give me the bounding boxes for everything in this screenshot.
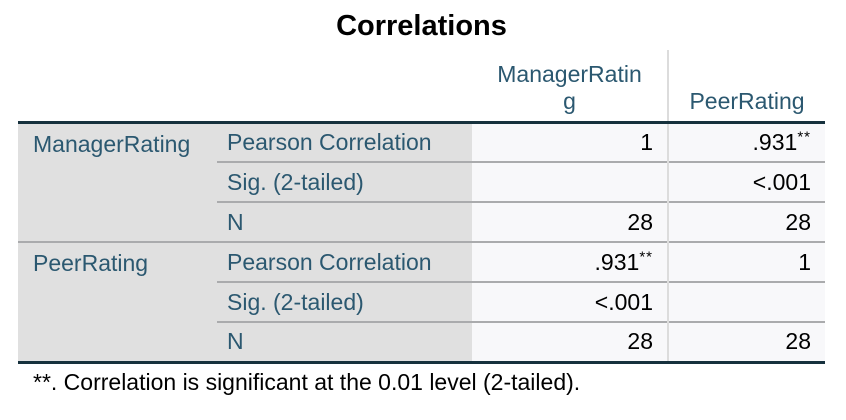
value-cell: 28 [472, 201, 668, 242]
table-row: ManagerRating Pearson Correlation 1 .931… [18, 122, 825, 242]
stat-label: N [217, 321, 472, 364]
value-text: .931 [594, 248, 640, 275]
significance-footnote: **. Correlation is significant at the 0.… [33, 369, 581, 395]
table-row: N 28 28 [18, 321, 825, 364]
value-text: 1 [640, 128, 653, 155]
value-text: 28 [785, 208, 811, 235]
value-cell: <.001 [472, 281, 668, 322]
significance-marker: ** [639, 247, 653, 265]
column-header-peerrating-label: PeerRating [689, 87, 805, 114]
header-blank-1 [18, 50, 217, 124]
column-header-managerrating: ManagerRating [472, 50, 668, 124]
column-header-peerrating: PeerRating [667, 50, 825, 124]
header-blank-2 [217, 50, 472, 124]
value-cell: 28 [472, 321, 668, 364]
value-cell: <.001 [667, 161, 825, 202]
table-row: Sig. (2-tailed) <.001 [18, 281, 825, 322]
significance-marker: ** [797, 128, 811, 146]
value-cell [667, 281, 825, 322]
value-text: <.001 [594, 288, 653, 315]
value-cell: 1 [472, 122, 668, 162]
value-cell: .931** [472, 241, 668, 282]
column-header-managerrating-label: ManagerRating [497, 60, 642, 114]
value-text: 28 [785, 328, 811, 355]
table-row: N 28 28 [18, 201, 825, 242]
stat-label: Pearson Correlation [217, 241, 472, 282]
table-row: PeerRating Pearson Correlation .931** 1 [18, 241, 825, 364]
stat-label: Pearson Correlation [217, 122, 472, 162]
value-cell: .931** [667, 122, 825, 162]
value-cell: 28 [667, 201, 825, 242]
value-cell [472, 161, 668, 202]
value-cell: 1 [667, 241, 825, 282]
stat-label: N [217, 201, 472, 242]
value-text: .931 [752, 128, 798, 155]
row-label-peerrating: PeerRating [18, 241, 217, 364]
value-text: 1 [798, 248, 811, 275]
value-cell: 28 [667, 321, 825, 364]
value-text: 28 [627, 208, 653, 235]
stat-label: Sig. (2-tailed) [217, 161, 472, 202]
value-text: <.001 [752, 168, 811, 195]
value-text: 28 [627, 328, 653, 355]
correlations-table: ManagerRating PeerRating ManagerRating P… [18, 50, 825, 364]
table-row: Sig. (2-tailed) <.001 [18, 161, 825, 202]
header-row: ManagerRating PeerRating [18, 50, 825, 124]
page-title: Correlations [336, 10, 507, 42]
stat-label: Sig. (2-tailed) [217, 281, 472, 322]
row-label-managerrating: ManagerRating [18, 122, 217, 242]
